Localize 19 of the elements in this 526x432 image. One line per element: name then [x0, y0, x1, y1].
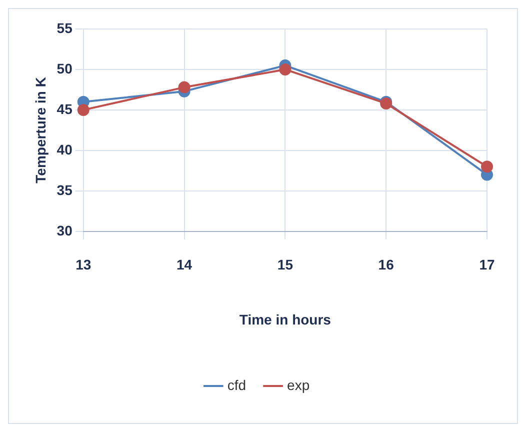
- point: [481, 160, 493, 173]
- x-tick-label: 15: [277, 256, 294, 273]
- x-tick-label: 14: [176, 256, 192, 273]
- x-tick-label: 13: [76, 256, 92, 273]
- y-tick-label: 40: [56, 141, 73, 158]
- y-tick-label: 45: [56, 100, 73, 117]
- y-tick-label: 30: [56, 222, 73, 238]
- y-axis-title: Temperture in K: [32, 77, 48, 184]
- x-tick-label: 16: [378, 256, 394, 273]
- legend-label: cfd: [227, 376, 246, 393]
- point: [178, 81, 190, 94]
- y-tick-label: 35: [56, 182, 73, 198]
- y-tick-label: 50: [56, 60, 73, 76]
- y-tick-label: 55: [56, 20, 73, 36]
- point: [77, 104, 90, 116]
- x-axis-title: Time in hours: [239, 311, 332, 328]
- x-tick-label: 17: [479, 256, 495, 273]
- point: [279, 63, 292, 76]
- legend-label: exp: [287, 376, 310, 393]
